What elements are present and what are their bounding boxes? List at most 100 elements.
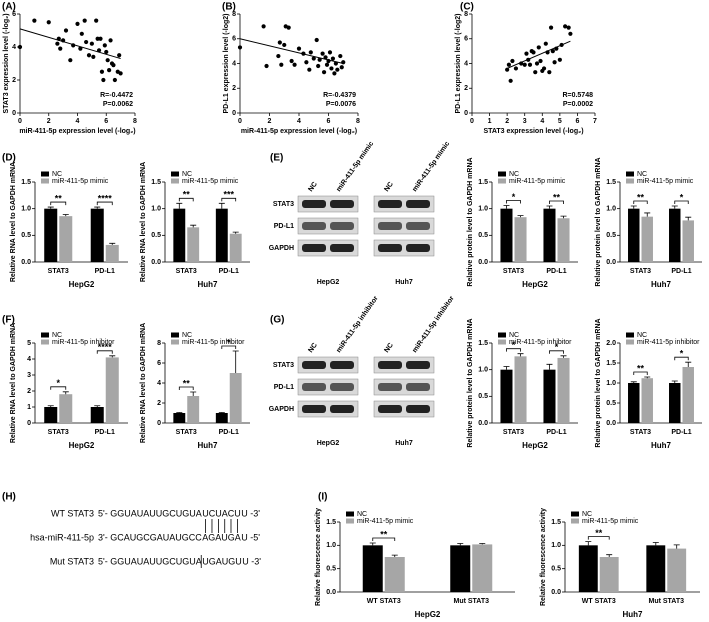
significance-bracket (549, 350, 564, 354)
fit-line (19, 28, 121, 60)
point (58, 46, 63, 51)
y-tick-label: 1.0 (478, 367, 488, 374)
point (95, 36, 100, 41)
point (79, 31, 84, 36)
legend-label: miR-411-5p inhibitor (637, 339, 700, 346)
y-tick-label: 0.0 (326, 589, 336, 596)
panel-label: (H) (2, 492, 16, 503)
x-tick-label: 4 (540, 118, 544, 125)
error-bar (685, 361, 692, 367)
error-bar (630, 205, 637, 209)
legend-label: miR-411-5p mimic (637, 178, 694, 185)
point (547, 70, 552, 75)
point (112, 77, 117, 83)
bar (500, 369, 513, 423)
point (557, 57, 562, 62)
significance-label: **** (98, 342, 113, 352)
x-tick-label: 5 (558, 118, 562, 125)
y-tick-label: 4 (157, 380, 161, 387)
y-axis-label: Relative protein level to GAPDH mRNA (467, 318, 474, 447)
point (308, 50, 313, 55)
bar (669, 383, 681, 423)
point (107, 68, 112, 73)
legend-label: NC (52, 332, 62, 339)
significance-bracket (221, 197, 237, 202)
error-bar (644, 212, 651, 217)
chart-title: HepG2 (69, 280, 95, 289)
y-tick-label: 1.0 (478, 206, 488, 213)
significance-label: ** (55, 193, 63, 203)
blot-band (302, 200, 326, 208)
error-bar (232, 350, 239, 373)
legend-label: miR-411-5p inhibitor (182, 339, 245, 346)
x-tick-label: STAT3 (48, 429, 69, 436)
x-tick-label: 1 (488, 118, 492, 125)
y-tick-label: 0.5 (606, 400, 616, 407)
blot-band (302, 222, 326, 230)
blot-band (406, 361, 430, 369)
chart-title: HepG2 (522, 441, 548, 450)
annotation: R=-0.4379 (323, 92, 356, 99)
point (508, 78, 513, 83)
x-tick-label: 2 (505, 118, 509, 125)
legend-label: NC (52, 171, 62, 178)
fit-line (506, 40, 571, 69)
chart-title: Huh7 (198, 441, 219, 450)
blot-band (302, 361, 326, 369)
panel-label: (F) (2, 315, 15, 326)
bar (500, 208, 513, 262)
x-tick-label: PD-L1 (671, 429, 691, 436)
point (75, 21, 80, 26)
y-tick-label: 0.5 (551, 566, 561, 573)
point (524, 51, 529, 56)
legend-swatch (498, 171, 506, 177)
y-axis-label: STAT3 expression level (-log₂) (3, 13, 10, 113)
point (78, 46, 83, 51)
chart-title: HepG2 (69, 441, 95, 450)
point (296, 46, 302, 51)
x-tick-label: 2 (47, 118, 51, 125)
point (550, 49, 555, 54)
y-tick-label: 2 (27, 388, 31, 395)
significance-bracket (178, 386, 194, 390)
significance-label: ** (380, 529, 388, 539)
x-tick-label: Mut STAT3 (453, 598, 489, 605)
error-bar (644, 376, 651, 379)
bar (543, 208, 556, 262)
y-tick-label: 0.0 (21, 259, 31, 266)
point (117, 53, 122, 58)
point (552, 60, 557, 65)
x-tick-label: STAT3 (176, 268, 197, 275)
point (566, 25, 571, 30)
y-tick-label: 1.5 (478, 340, 488, 347)
chart-title: Huh7 (198, 280, 219, 289)
y-tick-label: 4 (464, 60, 468, 67)
error-bar (391, 554, 398, 557)
point (527, 62, 533, 67)
chart-title: HepG2 (522, 280, 548, 289)
bar (667, 548, 687, 592)
y-tick-label: 4 (232, 60, 236, 67)
point (513, 66, 519, 71)
x-tick-label: 0 (470, 118, 474, 125)
point (108, 38, 113, 43)
blot-lane-label: NC (383, 181, 395, 193)
point (101, 77, 106, 83)
point (505, 67, 510, 72)
error-bar (503, 366, 510, 370)
bar (229, 373, 242, 423)
x-tick-label: STAT3 (630, 268, 651, 275)
sequence-part: UCUACU (202, 508, 241, 518)
significance-label: * (680, 349, 684, 359)
panel-label: (C) (460, 2, 474, 13)
point (506, 62, 511, 67)
y-tick-label: 1.5 (606, 179, 616, 186)
error-bar (671, 205, 678, 209)
sequence-name: Mut STAT3 (50, 556, 94, 566)
point (332, 71, 337, 76)
point (264, 63, 269, 69)
x-tick-label: 2 (268, 118, 272, 125)
blot-band (302, 405, 326, 413)
panel-label: (D) (2, 153, 16, 164)
legend-label: miR-411-5p mimic (182, 178, 239, 185)
